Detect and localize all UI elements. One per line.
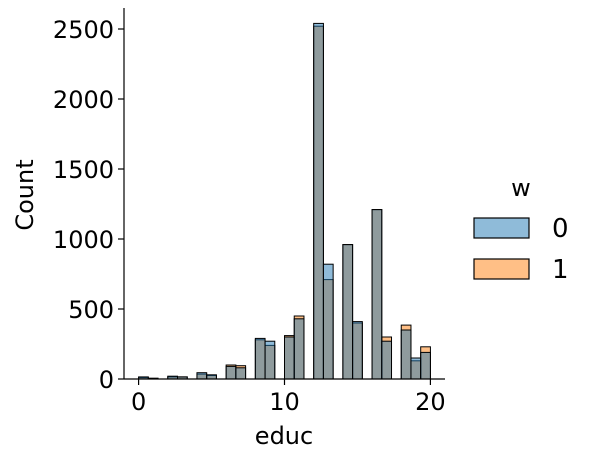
bar-series0-bin21: [342, 244, 354, 380]
y-tick-label: 1500: [53, 156, 114, 184]
bar-series0-bin28: [410, 357, 422, 380]
legend-swatch-0: [473, 217, 530, 239]
bar-series0-bin24: [371, 209, 383, 380]
x-axis-label: educ: [255, 422, 313, 450]
bar-series0-bin7: [206, 374, 217, 380]
series-0-bars: [138, 22, 431, 380]
y-tick-label: 500: [68, 296, 114, 324]
y-tick-label: 0: [99, 366, 114, 394]
bar-series0-bin6: [196, 372, 208, 380]
x-tick-label: 10: [269, 388, 300, 416]
bar-series0-bin13: [264, 340, 276, 380]
series-1-bars: [138, 25, 431, 380]
x-tick-label: 0: [131, 388, 146, 416]
bar-series0-bin15: [284, 336, 295, 380]
y-axis-label: Count: [11, 159, 39, 230]
y-tick-label: 2000: [53, 86, 114, 114]
x-tick-label: 20: [415, 388, 446, 416]
y-ticks: 0 500 1000 1500 2000 2500: [53, 16, 124, 394]
bar-series0-bin10: [235, 367, 247, 380]
legend: w 0 1: [473, 174, 569, 285]
legend-label-0: 0: [552, 214, 569, 244]
bar-series0-bin12: [254, 337, 266, 380]
bar-series0-bin25: [381, 340, 393, 380]
legend-swatch-1: [473, 258, 530, 280]
bar-series0-bin9: [225, 365, 237, 380]
bar-series0-bin22: [352, 321, 363, 380]
y-tick-label: 1000: [53, 226, 114, 254]
bar-series0-bin27: [400, 329, 412, 380]
axes: [123, 8, 445, 380]
legend-title: w: [511, 174, 531, 202]
legend-label-1: 1: [552, 255, 569, 285]
x-ticks: 0 10 20: [131, 379, 446, 416]
bar-series0-bin19: [322, 263, 334, 380]
bar-series0-bin18: [313, 22, 324, 380]
y-tick-label: 2500: [53, 16, 114, 44]
bar-series0-bin29: [420, 351, 431, 380]
bar-series0-bin16: [293, 318, 305, 380]
